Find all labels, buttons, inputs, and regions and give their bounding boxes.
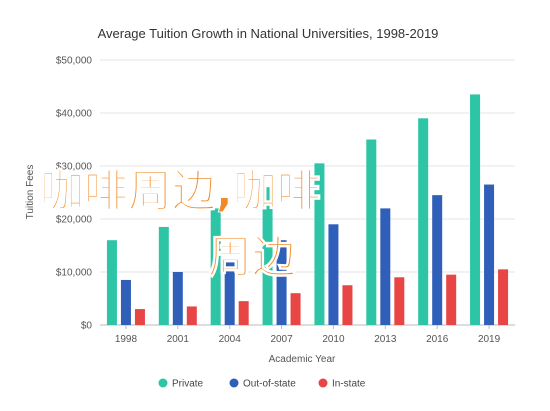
legend-item-private[interactable]: Private: [158, 378, 204, 390]
legend-label: Private: [172, 379, 204, 390]
bar-out-of-state-2016: [432, 195, 443, 325]
legend-label: In-state: [332, 379, 366, 390]
bar-private-2013: [366, 139, 377, 325]
bar-private-1998: [106, 240, 117, 325]
y-tick-label: $40,000: [56, 109, 93, 120]
bar-out-of-state-2019: [484, 184, 495, 325]
x-tick-label: 2004: [219, 334, 242, 345]
y-axis-title: Tuition Fees: [25, 165, 36, 220]
x-tick-label: 2001: [167, 334, 190, 345]
y-tick-label: $10,000: [56, 268, 93, 279]
bars: [106, 94, 509, 325]
bar-in-state-2013: [394, 277, 405, 325]
x-tick-label: 1998: [115, 334, 138, 345]
legend-swatch: [158, 378, 168, 388]
legend-item-out-of-state[interactable]: Out-of-state: [229, 378, 297, 390]
bar-out-of-state-2004: [224, 258, 235, 325]
y-tick-label: $50,000: [56, 56, 93, 67]
x-axis-title: Academic Year: [269, 354, 336, 365]
bar-in-state-2007: [290, 293, 301, 325]
overlay-text-line-1: 咖啡周边,咖啡: [40, 166, 321, 217]
legend-swatch: [229, 378, 239, 388]
bar-out-of-state-2010: [328, 224, 339, 325]
overlay-watermark-text: 咖啡周边,咖啡 周边: [40, 166, 322, 284]
bar-out-of-state-2001: [172, 272, 183, 325]
bar-in-state-2016: [446, 274, 457, 325]
x-tick-label: 2016: [426, 334, 449, 345]
bar-private-2010: [314, 163, 325, 325]
y-tick-label: $30,000: [56, 162, 93, 173]
x-tick-labels: 1998 2001 2004 2007 2010 2013 2016 2019: [115, 325, 501, 345]
legend-swatch: [318, 378, 328, 388]
legend: Private Out-of-state In-state: [158, 378, 366, 390]
bar-in-state-2010: [342, 285, 353, 325]
chart-title: Average Tuition Growth in National Unive…: [98, 26, 439, 41]
bar-private-2001: [158, 226, 169, 325]
y-tick-label: $0: [81, 321, 93, 332]
x-tick-label: 2010: [322, 334, 345, 345]
bar-private-2019: [470, 94, 481, 325]
bar-in-state-1998: [134, 309, 145, 325]
bar-in-state-2004: [238, 301, 249, 325]
bar-in-state-2001: [186, 306, 197, 325]
legend-label: Out-of-state: [243, 379, 296, 390]
x-tick-label: 2019: [478, 334, 501, 345]
x-tick-label: 2007: [270, 334, 293, 345]
bar-out-of-state-2013: [380, 208, 391, 325]
bar-private-2016: [418, 118, 429, 325]
gridlines: [100, 59, 515, 326]
bar-private-2007: [262, 187, 273, 325]
x-tick-label: 2013: [374, 334, 397, 345]
overlay-text-line-2: 周边: [208, 232, 296, 283]
y-tick-label: $20,000: [56, 215, 93, 226]
legend-item-in-state[interactable]: In-state: [318, 378, 366, 390]
bar-out-of-state-2007: [276, 240, 287, 325]
bar-in-state-2019: [498, 269, 509, 325]
bar-out-of-state-1998: [120, 279, 131, 325]
y-tick-labels: $0 $10,000 $20,000 $30,000 $40,000 $50,000: [56, 56, 93, 332]
bar-private-2004: [210, 208, 221, 325]
